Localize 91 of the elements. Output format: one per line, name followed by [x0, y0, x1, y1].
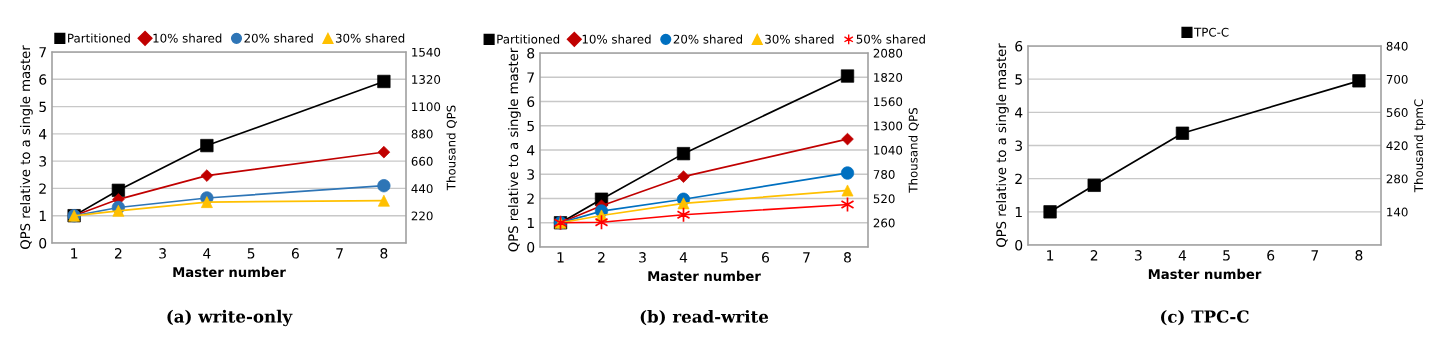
y-tick-label: 4 — [38, 129, 47, 140]
x-tick-label: 3 — [1134, 250, 1142, 261]
x-tick-label: 4 — [1178, 250, 1187, 261]
y-tick-label: 0 — [39, 237, 47, 249]
y2-tick-label: 2080 — [873, 48, 903, 58]
legend-label: 50% shared — [856, 34, 925, 44]
x-tick-label: 6 — [762, 252, 770, 263]
y-tick-label: 8 — [527, 47, 535, 59]
x-tick-label: 8 — [844, 252, 851, 263]
text: (c) TPC-C — [1161, 309, 1249, 326]
y-axis-title: QPS relative to a single master — [507, 47, 521, 252]
y2-axis-title: Thousand QPS — [446, 105, 457, 191]
y2-tick-label: 220 — [411, 211, 433, 221]
y2-tick-label: 520 — [873, 194, 895, 204]
y2-tick-label: 560 — [1386, 108, 1408, 117]
y2-axis-title: Thousand QPS — [908, 107, 919, 193]
y-tick-label: 7 — [39, 47, 46, 58]
y-tick-label: 4 — [1014, 107, 1023, 118]
y-tick-label: 5 — [1015, 74, 1022, 85]
y2-tick-label: 1560 — [874, 97, 903, 107]
y-tick-label: 4 — [526, 145, 535, 156]
x-tick-label: 5 — [1223, 250, 1230, 261]
y-tick-label: 3 — [1015, 140, 1023, 151]
x-tick-label: 2 — [1090, 250, 1098, 261]
x-tick-label: 2 — [598, 252, 605, 263]
y-tick-label: 3 — [39, 156, 47, 167]
x-tick-label: 1 — [1047, 250, 1054, 261]
x-tick-label: 6 — [1267, 250, 1275, 261]
x-tick-label: 3 — [639, 252, 646, 263]
legend-label: 10% shared — [582, 34, 651, 44]
y-tick-label: 2 — [39, 183, 46, 194]
y2-tick-label: 780 — [873, 169, 895, 179]
x-tick-label: 7 — [336, 248, 343, 259]
y-tick-label: 0 — [527, 241, 535, 253]
text: (b) read-write — [640, 309, 769, 326]
y2-tick-label: 840 — [1386, 41, 1408, 51]
x-axis-title: Master number — [173, 266, 286, 278]
legend-label: Partitioned — [497, 34, 560, 44]
legend-label: 30% shared — [335, 33, 405, 43]
y2-tick-label: 440 — [411, 184, 433, 194]
y2-tick-label: 1320 — [412, 75, 441, 84]
y-tick-label: 2 — [1015, 173, 1022, 184]
y2-tick-label: 280 — [1386, 174, 1408, 184]
y-tick-label: 6 — [527, 96, 535, 107]
x-tick-label: 4 — [679, 252, 688, 263]
legend-label: 30% shared — [765, 34, 834, 44]
x-tick-label: 8 — [380, 248, 388, 259]
y2-tick-label: 660 — [411, 156, 433, 166]
y-axis-title: QPS relative to a single master — [19, 45, 33, 249]
x-tick-label: 7 — [803, 252, 810, 263]
y-tick-label: 7 — [527, 72, 534, 83]
x-tick-label: 4 — [203, 248, 211, 259]
y2-tick-label: 140 — [1387, 207, 1408, 217]
legend-label: 10% shared — [153, 33, 222, 43]
legend-label: 20% shared — [673, 34, 742, 44]
y-tick-label: 3 — [527, 169, 535, 180]
x-tick-label: 5 — [247, 248, 255, 259]
y2-tick-label: 1100 — [412, 102, 441, 112]
x-tick-label: 5 — [721, 252, 728, 263]
y-tick-label: 1 — [39, 210, 46, 221]
y2-tick-label: 700 — [1386, 74, 1408, 84]
x-axis-title: Master number — [648, 270, 761, 282]
x-tick-label: 6 — [291, 248, 299, 259]
legend-label: TPC-C — [1194, 27, 1229, 37]
y2-tick-label: 1040 — [874, 145, 903, 155]
y-tick-label: 1 — [527, 217, 534, 229]
y2-tick-label: 1820 — [874, 72, 903, 82]
y-tick-label: 2 — [527, 193, 534, 204]
x-tick-label: 2 — [114, 248, 122, 259]
text: (a) write-only — [167, 309, 293, 327]
y2-tick-label: 880 — [411, 129, 433, 139]
y2-axis-title: Thousand tpmC — [1413, 99, 1426, 193]
y-tick-label: 5 — [527, 120, 534, 132]
y2-tick-label: 260 — [873, 218, 895, 228]
legend-label: Partitioned — [68, 33, 130, 43]
legend-label: 20% shared — [244, 33, 313, 43]
y-tick-label: 6 — [1015, 40, 1023, 52]
y2-tick-label: 420 — [1386, 141, 1408, 151]
x-axis-title: Master number — [1148, 268, 1262, 280]
y2-tick-label: 1300 — [874, 121, 903, 131]
y-tick-label: 0 — [1015, 239, 1023, 251]
y-tick-label: 6 — [39, 74, 47, 85]
x-tick-label: 1 — [71, 248, 78, 259]
x-tick-label: 1 — [557, 252, 564, 263]
x-tick-label: 3 — [159, 248, 166, 259]
x-tick-label: 8 — [1355, 250, 1363, 261]
x-tick-label: 7 — [1311, 250, 1319, 261]
y-axis-title: QPS relative to a single master — [995, 43, 1009, 247]
y-tick-label: 1 — [1015, 206, 1022, 218]
y2-tick-label: 1540 — [412, 47, 441, 57]
y-tick-label: 5 — [39, 101, 46, 113]
